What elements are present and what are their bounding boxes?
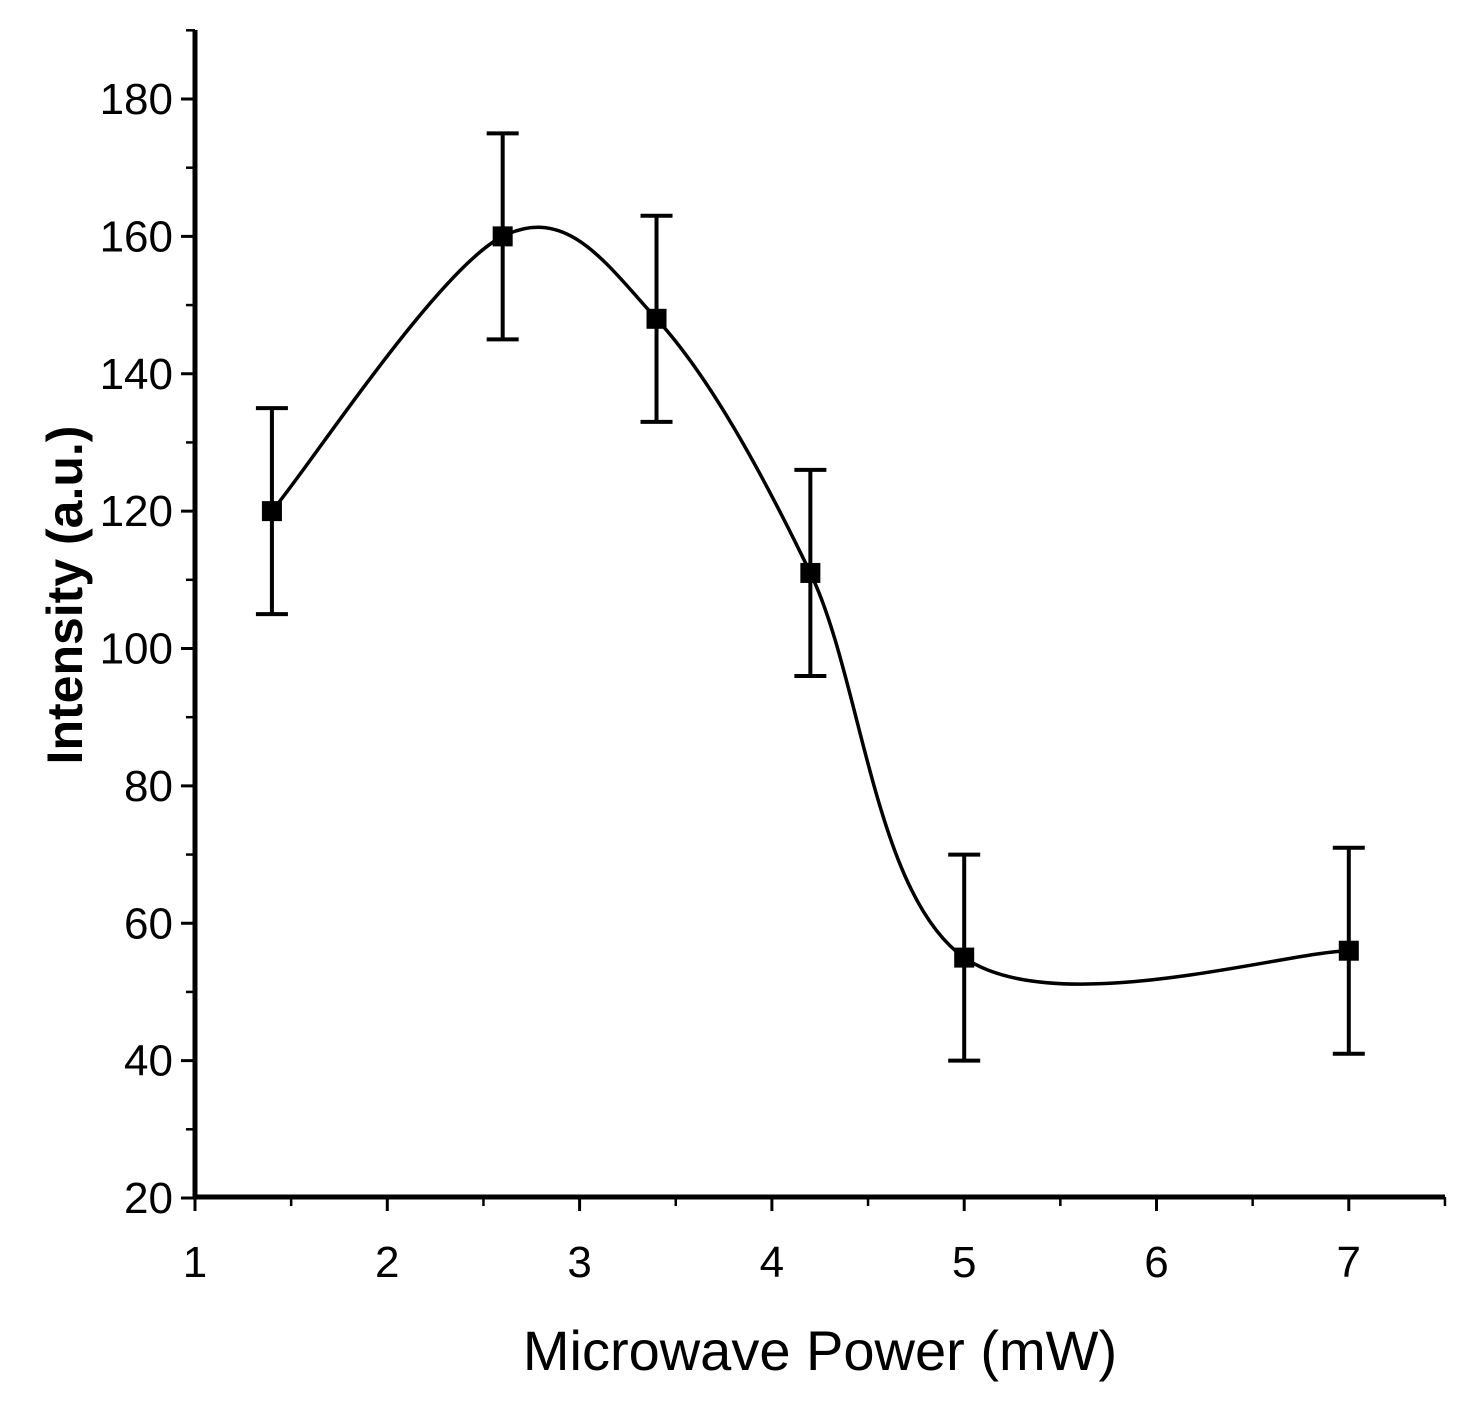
y-tick-label: 20 [124,1174,173,1223]
data-point [800,562,821,583]
data-point [954,947,975,968]
y-tick-label: 60 [124,899,173,948]
axes [181,29,1447,1211]
x-tick-label: 4 [760,1238,784,1287]
y-tick-label: 180 [100,75,173,124]
y-tick-label: 100 [100,625,173,674]
data-point [261,501,282,522]
curve-layer [270,225,1349,986]
data-point [492,226,513,247]
y-tick-label: 80 [124,762,173,811]
x-tick-label: 3 [567,1238,591,1287]
data-point [1338,940,1359,961]
x-tick-label: 2 [375,1238,399,1287]
data-point [646,308,667,329]
series-curve [270,225,1349,986]
y-axis-title: Intensity (a.u.) [37,426,93,765]
data-markers [261,226,1359,968]
error-bars [255,131,1365,1063]
y-tick-label: 120 [100,487,173,536]
x-tick-label: 1 [183,1238,207,1287]
x-axis-title: Microwave Power (mW) [523,1319,1117,1382]
y-tick-label: 160 [100,212,173,261]
x-tick-label: 5 [952,1238,976,1287]
y-tick-label: 40 [124,1037,173,1086]
y-tick-label: 140 [100,350,173,399]
x-tick-label: 7 [1337,1238,1361,1287]
tick-labels: 1 2 3 4 5 6 7 20 40 60 80 100 120 140 160 180 [100,75,1361,1287]
x-tick-label: 6 [1144,1238,1168,1287]
